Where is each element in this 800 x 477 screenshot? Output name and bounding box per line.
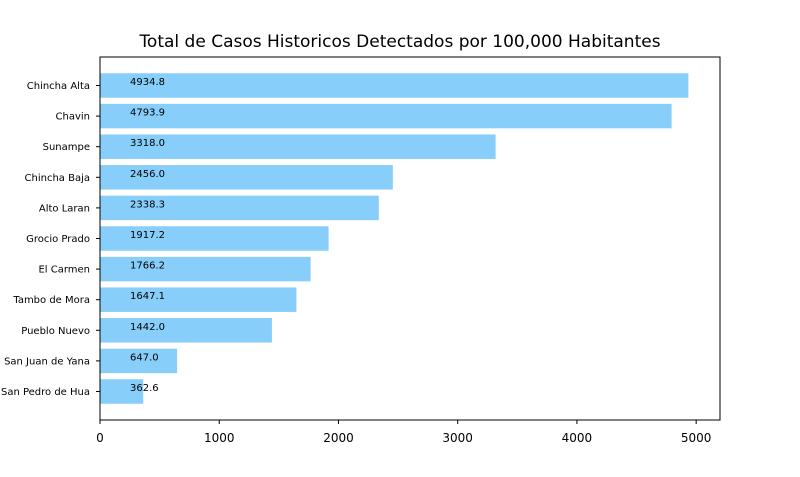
category-label: Chavin (56, 112, 90, 123)
category-label: Grocio Prado (26, 234, 90, 245)
bar (100, 226, 329, 251)
bar (100, 348, 178, 374)
x-tick-label: 2000 (323, 431, 354, 445)
data-label: 647.0 (130, 352, 159, 363)
category-label: Alto Laran (39, 203, 90, 214)
bar (100, 103, 672, 129)
data-label: 4793.9 (130, 108, 165, 119)
category-label: Sunampe (43, 142, 90, 153)
data-label: 1766.2 (130, 261, 165, 272)
data-label: 3318.0 (130, 138, 165, 149)
bar (100, 379, 144, 404)
data-label: 1917.2 (130, 230, 165, 241)
category-label: Pueblo Nuevo (21, 326, 90, 337)
bar (100, 165, 393, 190)
plot-frame (99, 56, 721, 421)
data-label: 4934.8 (130, 77, 165, 88)
category-label: Tambo de Mora (12, 295, 90, 306)
category-label: Chincha Baja (25, 173, 90, 184)
category-label: San Juan de Yana (4, 356, 90, 367)
bars-layer (100, 73, 689, 404)
bar (100, 134, 496, 159)
x-axis: 0 1000 2000 3000 4000 5000 (96, 420, 711, 445)
data-label: 1647.1 (130, 291, 165, 302)
bar (100, 195, 379, 221)
x-tick-label: 0 (96, 431, 104, 445)
bar (100, 256, 311, 282)
bar (100, 287, 297, 312)
category-label: San Pedro de Hua (1, 387, 90, 398)
data-label: 1442.0 (130, 322, 165, 333)
category-label: Chincha Alta (27, 81, 90, 92)
x-tick-label: 3000 (442, 431, 473, 445)
y-axis: Chincha Alta Chavin Sunampe Chincha Baja Alt… (1, 81, 100, 398)
bar (100, 318, 272, 343)
data-label: 2338.3 (130, 199, 165, 210)
chart-title: Total de Casos Historicos Detectados por… (138, 32, 660, 52)
x-tick-label: 1000 (204, 431, 235, 445)
data-label: 362.6 (130, 383, 159, 394)
data-label: 2456.0 (130, 169, 165, 180)
x-tick-label: 4000 (562, 431, 593, 445)
x-tick-label: 5000 (681, 431, 712, 445)
category-label: El Carmen (38, 265, 90, 276)
data-labels-layer: 4934.8 4793.9 3318.0 2456.0 2338.3 1917.2 1766… (130, 77, 165, 394)
bar (100, 73, 689, 98)
